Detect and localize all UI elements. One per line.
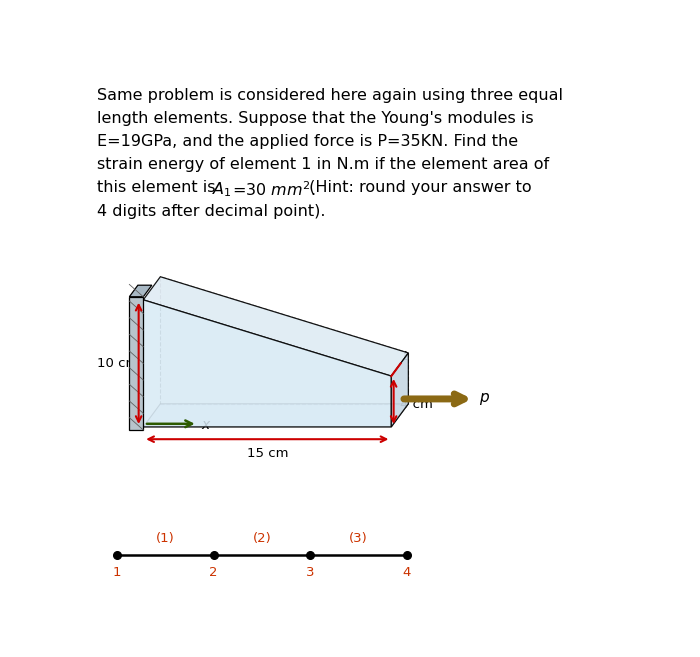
Text: 4 digits after decimal point).: 4 digits after decimal point). [97,204,326,219]
Text: length elements. Suppose that the Young's modules is: length elements. Suppose that the Young'… [97,111,533,126]
Text: 15 cm: 15 cm [246,447,288,460]
Polygon shape [144,300,391,427]
Polygon shape [144,277,408,376]
Text: $\mathit{p}$: $\mathit{p}$ [480,391,491,407]
Text: (3): (3) [349,532,368,545]
Text: (2): (2) [253,532,272,545]
Text: 4 cm: 4 cm [400,397,433,411]
Text: Same problem is considered here again using three equal: Same problem is considered here again us… [97,88,563,103]
Text: 10 cm: 10 cm [97,357,138,370]
Text: 3: 3 [306,566,314,579]
Text: this element is: this element is [97,181,220,196]
Text: =30 $\mathit{mm}^2$.: =30 $\mathit{mm}^2$. [232,181,316,199]
Text: $\mathit{A}_1$: $\mathit{A}_1$ [211,181,231,199]
Polygon shape [391,353,408,427]
Polygon shape [130,297,144,430]
Text: (1): (1) [156,532,174,545]
Text: (Hint: round your answer to: (Hint: round your answer to [304,181,532,196]
Text: E=19GPa, and the applied force is P=35KN. Find the: E=19GPa, and the applied force is P=35KN… [97,134,518,149]
Text: 4: 4 [402,566,411,579]
Polygon shape [160,277,408,404]
Text: 2: 2 [209,566,218,579]
Text: 1: 1 [113,566,121,579]
Polygon shape [130,285,152,297]
Text: strain energy of element 1 in N.m if the element area of: strain energy of element 1 in N.m if the… [97,158,549,172]
Text: $\mathit{x}$: $\mathit{x}$ [201,419,211,432]
Text: $\mathit{t}$: $\mathit{t}$ [402,350,409,363]
Polygon shape [144,404,408,427]
